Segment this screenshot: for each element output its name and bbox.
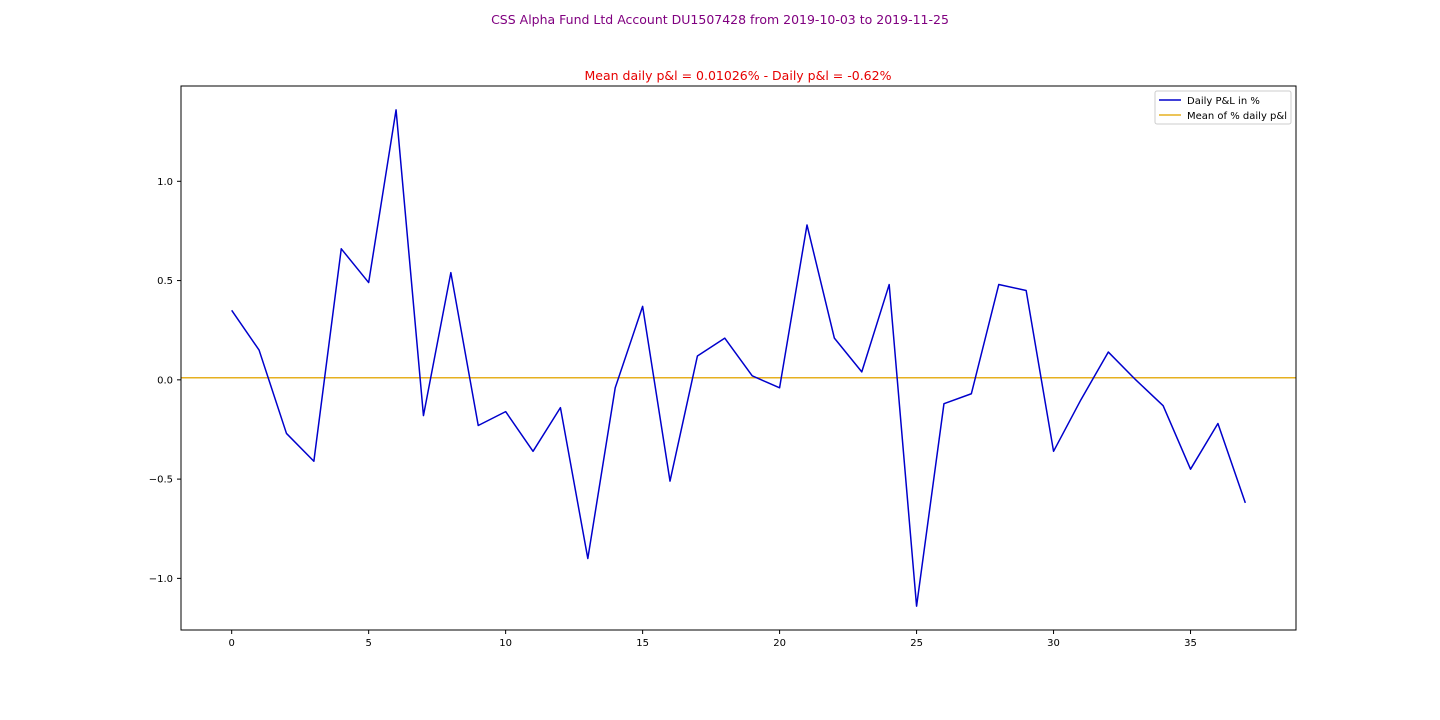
- chart-title: Mean daily p&l = 0.01026% - Daily p&l = …: [585, 68, 892, 83]
- x-tick-label: 20: [773, 638, 786, 649]
- legend-label-mean: Mean of % daily p&l: [1187, 111, 1287, 122]
- x-axis: 0 5 10 15 20 25 30 35: [228, 630, 1197, 649]
- series-line-daily-pnl: [231, 109, 1247, 607]
- x-tick-label: 25: [910, 638, 923, 649]
- y-tick-label: −0.5: [149, 475, 173, 486]
- legend-box: [1154, 90, 1292, 125]
- x-tick-label: 5: [365, 638, 371, 649]
- x-tick-label: 15: [636, 638, 649, 649]
- x-tick-label: 35: [1184, 638, 1197, 649]
- y-tick-label: 0.0: [157, 375, 173, 386]
- x-tick-label: 10: [499, 638, 512, 649]
- y-tick-label: −1.0: [149, 574, 173, 585]
- y-tick-label: 1.0: [157, 177, 173, 188]
- x-tick-label: 0: [228, 638, 234, 649]
- legend-label-daily-pnl: Daily P&L in %: [1187, 96, 1260, 107]
- y-tick-label: 0.5: [157, 276, 173, 287]
- y-axis: −1.0 −0.5 0.0 0.5 1.0: [149, 177, 181, 585]
- axes-frame: [180, 85, 1297, 631]
- x-tick-label: 30: [1047, 638, 1060, 649]
- legend: Daily P&L in % Mean of % daily p&l: [1154, 90, 1292, 125]
- plot-area: [181, 109, 1296, 607]
- figure-title: CSS Alpha Fund Ltd Account DU1507428 fro…: [491, 12, 949, 27]
